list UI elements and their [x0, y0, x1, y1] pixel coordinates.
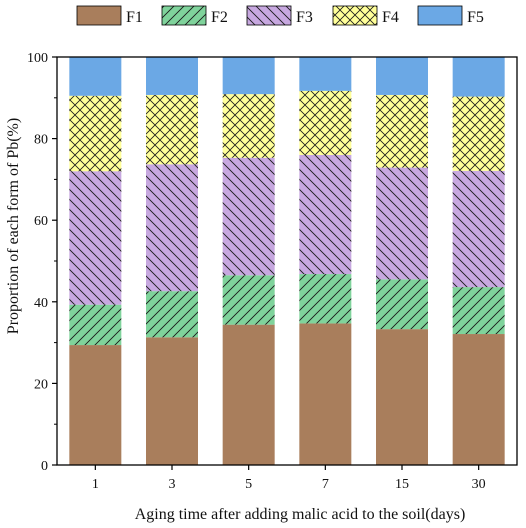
- bar-segment-f4-3: [146, 94, 198, 165]
- bar-segment-f3-15: [376, 167, 428, 280]
- legend-label-f4: F4: [382, 9, 399, 26]
- y-tick-label: 40: [34, 296, 48, 311]
- legend-swatch-f4: [332, 5, 378, 26]
- y-tick-label: 80: [34, 133, 48, 148]
- bar-segment-f5-3: [146, 57, 198, 95]
- legend: F1 F2 F3 F4 F5: [76, 5, 484, 26]
- bar-segment-f5-30: [452, 57, 505, 97]
- bar-segment-f3-5: [222, 157, 275, 276]
- x-tick-label-1: 1: [92, 477, 99, 492]
- bar-segment-f2-7: [299, 274, 352, 324]
- bar-segment-f4-1: [69, 95, 122, 172]
- bar-segment-f1-3: [146, 337, 198, 465]
- legend-label-f2: F2: [211, 9, 228, 26]
- bars: [69, 57, 505, 465]
- x-tick-label-3: 3: [169, 477, 176, 492]
- legend-swatch-f2: [161, 5, 207, 26]
- legend-swatch-f5: [417, 5, 463, 26]
- y-tick-label: 100: [27, 51, 48, 66]
- bar-segment-f2-3: [146, 291, 198, 338]
- x-tick-label-7: 7: [322, 477, 329, 492]
- legend-swatch-f3: [246, 5, 292, 26]
- bar-segment-f4-7: [299, 90, 352, 155]
- plot-frame: [56, 56, 518, 466]
- bar-segment-f1-7: [299, 323, 352, 465]
- x-axis-title: Aging time after adding malic acid to th…: [135, 506, 466, 523]
- legend-swatch-f1: [76, 5, 122, 26]
- legend-label-f3: F3: [296, 9, 313, 26]
- bar-segment-f3-30: [452, 170, 505, 288]
- bar-segment-f4-30: [452, 96, 505, 171]
- axes: 0 20 40 60 80 100 1 3 5 7 15 30: [27, 51, 518, 492]
- bar-segment-f1-30: [452, 334, 505, 465]
- bar-segment-f2-1: [69, 304, 122, 346]
- bar-segment-f4-15: [376, 94, 428, 168]
- legend-label-f1: F1: [126, 9, 143, 26]
- bar-segment-f5-15: [376, 57, 428, 95]
- legend-label-f5: F5: [467, 9, 484, 26]
- y-tick-label: 0: [41, 459, 48, 474]
- bar-segment-f5-1: [69, 57, 122, 96]
- bar-segment-f2-30: [452, 287, 505, 335]
- x-tick-label-30: 30: [472, 477, 486, 492]
- bar-segment-f2-5: [222, 275, 275, 325]
- bar-segment-f2-15: [376, 279, 428, 330]
- bar-segment-f3-1: [69, 171, 122, 305]
- x-tick-label-15: 15: [395, 477, 409, 492]
- bar-segment-f1-15: [376, 329, 428, 465]
- y-tick-label: 60: [34, 214, 48, 229]
- bar-segment-f4-5: [222, 94, 275, 158]
- x-tick-label-5: 5: [245, 477, 252, 492]
- bar-segment-f5-7: [299, 57, 352, 91]
- bar-segment-f3-7: [299, 154, 352, 275]
- bar-segment-f1-1: [69, 345, 122, 465]
- bar-segment-f3-3: [146, 164, 198, 292]
- y-tick-label: 20: [34, 377, 48, 392]
- y-axis-title: Proportion of each form of Pb(%): [5, 118, 22, 334]
- bar-segment-f1-5: [222, 324, 275, 465]
- bar-segment-f5-5: [222, 57, 275, 95]
